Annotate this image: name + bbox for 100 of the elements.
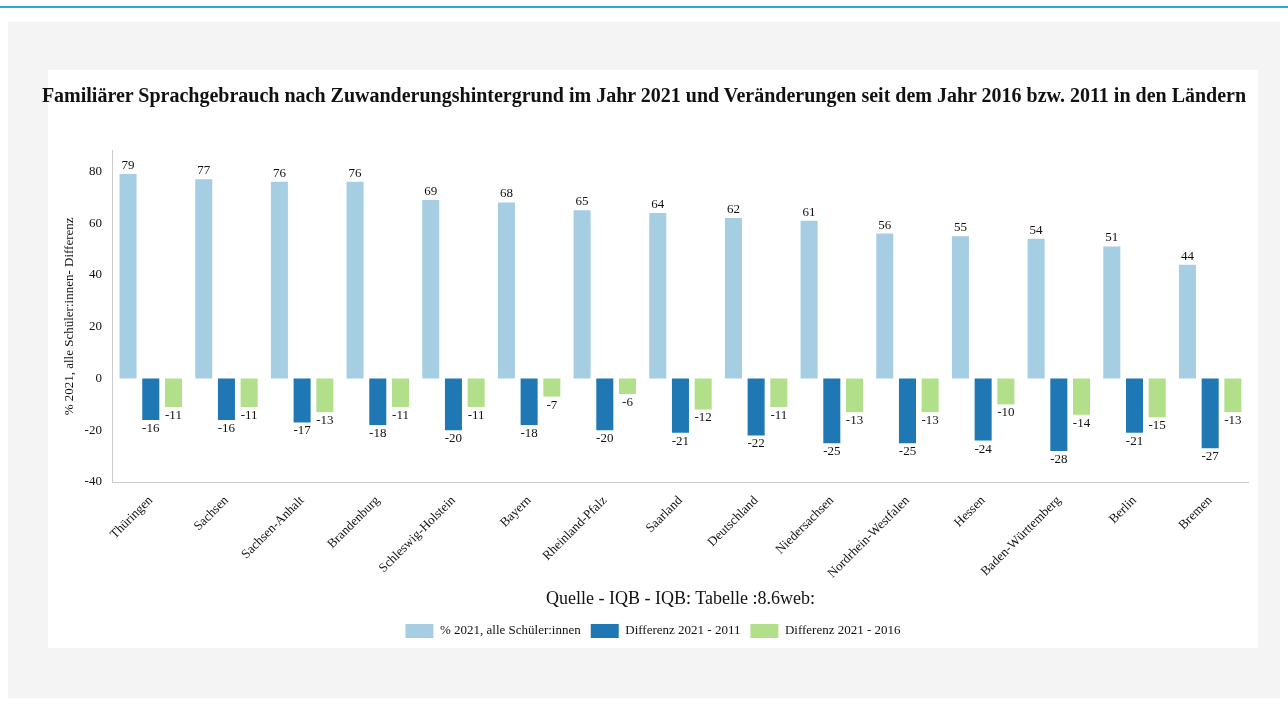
bar: [467, 378, 485, 407]
data-label: -6: [622, 393, 634, 409]
bar: [520, 378, 538, 426]
data-label: 61: [802, 203, 816, 219]
y-tick-label: -40: [84, 473, 102, 489]
data-label: 76: [348, 164, 363, 180]
data-label: 69: [424, 182, 438, 198]
bar: [997, 378, 1015, 405]
bar: [618, 378, 637, 395]
bar: [497, 202, 515, 379]
data-label: 51: [1105, 229, 1119, 245]
data-label: -11: [392, 406, 409, 422]
bar: [1148, 378, 1166, 418]
data-label: 44: [1180, 247, 1195, 263]
bar: [346, 181, 364, 379]
legend-label: Differenz 2021 - 2011: [625, 622, 741, 638]
bar: [1201, 378, 1219, 449]
bar: [270, 181, 288, 379]
data-label: -12: [694, 409, 712, 425]
y-tick-label: 0: [95, 369, 102, 385]
bar: [543, 378, 561, 397]
bar: [800, 220, 818, 379]
bar: [921, 378, 939, 413]
data-label: 64: [651, 195, 665, 211]
data-label: -25: [823, 443, 841, 459]
data-label: -13: [316, 412, 334, 428]
data-label: -18: [369, 425, 387, 440]
data-label: 54: [1029, 221, 1044, 237]
bar: [898, 378, 916, 444]
bar: [846, 378, 864, 413]
bar: [240, 378, 258, 407]
bar: [747, 378, 765, 436]
data-label: -20: [596, 430, 614, 446]
bar: [293, 378, 311, 423]
y-tick-label: 80: [88, 162, 102, 178]
data-label: -16: [217, 419, 236, 435]
data-label: -15: [1148, 417, 1166, 433]
data-label: 62: [726, 201, 740, 216]
bar: [876, 233, 894, 379]
data-label: -13: [1224, 412, 1242, 428]
data-label: 79: [121, 157, 135, 173]
bar: [1050, 378, 1068, 451]
bar: [596, 378, 614, 431]
bar: [119, 174, 137, 379]
data-label: -25: [898, 443, 917, 459]
data-label: -16: [142, 419, 160, 435]
data-label: -20: [444, 430, 463, 446]
y-tick-label: 60: [88, 214, 102, 230]
data-label: -14: [1072, 414, 1091, 430]
bar: [573, 210, 591, 379]
bar: [1027, 238, 1045, 379]
data-label: 56: [878, 216, 892, 232]
chart-title: Familiärer Sprachgebrauch nach Zuwanderungshintergrund im Jahr 2021 und Veränderungen seit dem Jahr 2016 bzw. 2011 in den Ländern: [40, 83, 1248, 108]
bar: [770, 378, 788, 407]
data-label: -27: [1201, 448, 1220, 464]
bar: [195, 179, 213, 379]
x-axis-title: Quelle - IQB - IQB: Tabelle :8.6web:: [546, 587, 815, 608]
bar: [422, 199, 440, 379]
bar: [1103, 246, 1121, 379]
data-label: -18: [520, 425, 538, 440]
bar: [724, 218, 742, 379]
y-tick-label: 20: [88, 318, 102, 334]
data-label: -11: [467, 406, 485, 422]
data-label: -22: [747, 435, 765, 451]
data-label: -13: [845, 412, 864, 428]
bar: [671, 378, 689, 433]
data-label: -10: [997, 404, 1015, 420]
y-tick-label: -20: [84, 421, 102, 437]
bar: [391, 378, 409, 407]
data-label: -7: [546, 396, 558, 412]
bar: [164, 378, 182, 407]
data-label: 68: [499, 185, 513, 201]
legend-label: Differenz 2021 - 2016: [784, 622, 902, 638]
bar: [1178, 264, 1196, 379]
data-label: -13: [921, 412, 939, 428]
data-label: -11: [770, 406, 788, 422]
data-label: -17: [293, 422, 312, 438]
y-tick-label: 40: [88, 266, 102, 282]
bar: [444, 378, 462, 431]
bar: [1073, 378, 1091, 415]
data-label: -21: [1125, 432, 1144, 448]
bar: [142, 378, 160, 420]
legend-label: % 2021, alle Schüler:innen: [439, 622, 582, 638]
data-label: 55: [953, 219, 967, 235]
bar: [649, 212, 667, 379]
bar: [1224, 378, 1242, 413]
data-label: -11: [165, 406, 182, 422]
data-label: 76: [272, 164, 287, 180]
data-label: -24: [974, 440, 993, 456]
bar: [369, 378, 387, 426]
bar: [217, 378, 235, 420]
data-label: 77: [197, 162, 211, 178]
data-label: -21: [671, 432, 690, 448]
y-axis-title: % 2021, alle Schüler:innen- Differenz: [61, 217, 77, 416]
data-label: -28: [1050, 450, 1068, 466]
bar: [823, 378, 841, 444]
data-label: -11: [240, 406, 258, 422]
bar: [951, 236, 969, 379]
bar: [694, 378, 712, 410]
bar: [1125, 378, 1144, 433]
